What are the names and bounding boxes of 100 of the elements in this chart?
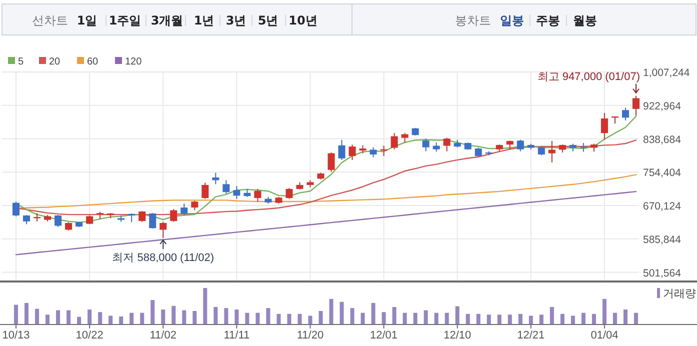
candlestick [191,200,198,211]
candlestick [622,107,629,121]
bar [360,312,365,324]
bar [46,314,50,324]
x-tick-label: 01/04 [590,330,618,342]
candlestick [138,210,146,222]
bar [119,316,124,324]
x-tick-label: 11/11 [224,330,250,342]
candlestick [632,95,640,116]
candlestick [432,142,440,152]
bar [455,306,460,324]
bar [56,310,60,324]
bar [371,302,376,324]
candlestick [54,214,62,228]
candlestick [390,132,398,150]
bar [77,316,82,324]
bar [539,314,544,324]
bar [161,310,166,324]
bar [24,302,29,324]
bar [528,316,533,324]
text: 주봉 [536,14,560,28]
text: 일봉 [500,14,524,28]
legend-label: 거래량 [663,287,696,300]
candlestick [23,214,30,225]
bar [256,312,260,324]
x-tick-label: 11/02 [150,330,176,342]
bar [276,314,281,324]
bar [329,298,334,324]
bar [14,304,18,324]
bar [592,314,596,324]
bar [298,314,302,324]
y-tick-label: 922,964 [643,100,682,112]
bar [382,312,386,324]
bar [245,312,250,324]
legend-label: 20 [49,56,61,68]
bar [108,316,113,324]
bar [550,306,554,324]
candlestick [12,201,20,217]
bar [602,298,606,324]
bar [476,314,480,324]
text: 3개월 [150,14,184,28]
bar [413,312,418,324]
bar [130,312,134,324]
bar [66,310,71,324]
candlestick [254,188,262,202]
bar [444,312,449,324]
text: 월봉 [573,14,597,28]
bar [486,314,491,324]
candlestick [348,144,356,161]
x-tick-label: 12/01 [370,330,398,342]
bar [35,308,40,324]
bar [340,302,344,324]
bar [623,310,628,324]
candlestick [233,186,240,200]
bar [318,310,323,324]
x-tick-label: 10/22 [76,330,104,342]
candlestick [180,203,188,216]
candlestick [516,139,524,152]
candlestick [160,221,167,239]
bar [266,308,270,324]
annotation: 최고 947,000 (01/07) [537,70,640,83]
y-tick-label: 838,684 [643,134,682,146]
bar [140,312,144,324]
bar [224,308,228,324]
x-tick-label: 12/10 [444,330,472,342]
bar [192,310,197,324]
bar [350,308,354,324]
candlestick [328,152,335,172]
bar [308,316,312,324]
bar [434,312,438,324]
candlestick [222,180,230,194]
x-tick-label: 12/21 [517,330,545,342]
text: 선차트 [32,14,68,28]
text: 10년 [288,14,318,28]
text: 1주일 [108,14,142,28]
bar [392,306,396,324]
y-tick-label: 670,124 [643,200,682,213]
legend-label: 5 [18,56,24,68]
candlestick [548,140,556,163]
bar [466,314,470,324]
bar [88,310,92,324]
bar [612,312,617,324]
legend-label: 60 [87,56,99,68]
bar [560,314,564,324]
legend-label: 120 [125,56,142,68]
y-tick-label: 585,844 [643,234,682,246]
candlestick [401,132,408,144]
candlestick [370,146,377,158]
candlestick [600,112,608,140]
bar [214,306,218,324]
candlestick [422,138,430,152]
text: 1년 [194,14,214,28]
bar [172,306,176,324]
bar [634,312,638,324]
candlestick [170,208,178,222]
text: 3년 [226,14,246,28]
bar [234,310,239,324]
text: 봉차트 [455,14,491,28]
text: 1일 [76,14,98,28]
x-tick-label: 10/13 [2,330,30,342]
